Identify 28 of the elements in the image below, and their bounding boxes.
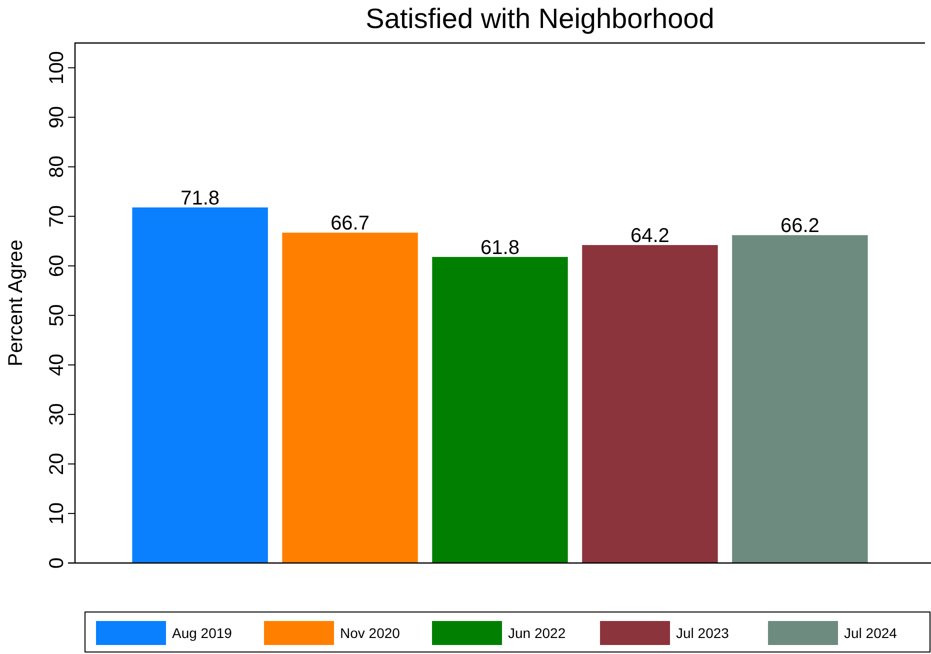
y-tick-label: 100 — [46, 51, 68, 84]
bar — [282, 232, 418, 563]
data-label: 66.7 — [330, 212, 370, 235]
data-label: 71.8 — [180, 187, 220, 210]
data-label: 66.2 — [780, 215, 820, 238]
y-tick-label: 80 — [46, 156, 68, 178]
bar — [582, 245, 718, 563]
bar — [132, 207, 268, 563]
y-tick-label: 70 — [46, 205, 68, 228]
legend-label: Jun 2022 — [508, 625, 566, 641]
data-label: 64.2 — [630, 225, 670, 248]
y-tick-label: 30 — [46, 403, 68, 426]
legend-label: Jul 2024 — [844, 625, 898, 641]
y-tick-label: 0 — [46, 557, 68, 569]
y-tick-label: 10 — [46, 502, 68, 525]
y-tick-label: 60 — [46, 254, 68, 277]
y-tick-label: 40 — [46, 354, 68, 376]
data-label: 61.8 — [480, 236, 520, 259]
y-tick-label: 90 — [46, 106, 68, 128]
bar — [732, 235, 868, 563]
y-tick-label: 20 — [46, 452, 68, 476]
bar — [432, 256, 568, 563]
legend-label: Jul 2023 — [676, 625, 730, 641]
chart-title: Satisfied with Neighborhood — [366, 3, 714, 34]
y-tick-label: 50 — [46, 304, 68, 327]
legend-label: Aug 2019 — [172, 625, 232, 641]
y-axis-title: Percent Agree — [5, 240, 27, 366]
legend-label: Nov 2020 — [340, 625, 400, 641]
